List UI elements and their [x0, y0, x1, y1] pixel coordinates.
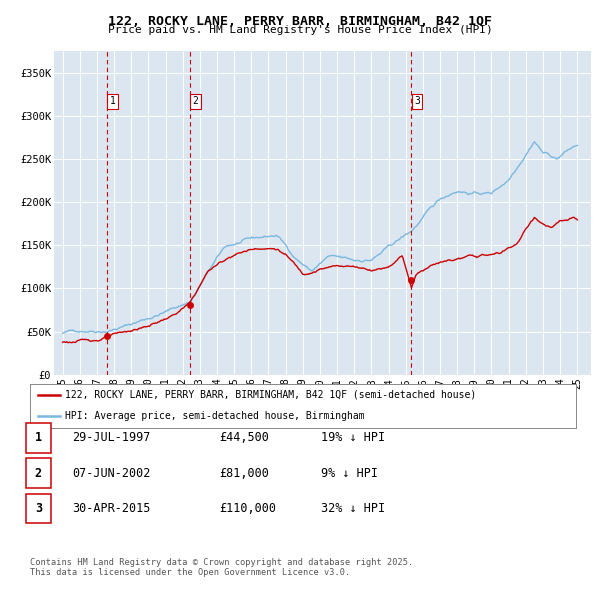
Text: 2: 2: [193, 96, 199, 106]
Text: Price paid vs. HM Land Registry's House Price Index (HPI): Price paid vs. HM Land Registry's House …: [107, 25, 493, 35]
Text: £110,000: £110,000: [219, 502, 276, 515]
Text: £44,500: £44,500: [219, 431, 269, 444]
Text: 07-JUN-2002: 07-JUN-2002: [72, 467, 151, 480]
Text: 122, ROCKY LANE, PERRY BARR, BIRMINGHAM, B42 1QF (semi-detached house): 122, ROCKY LANE, PERRY BARR, BIRMINGHAM,…: [65, 389, 477, 399]
Text: 1: 1: [35, 431, 42, 444]
Text: 9% ↓ HPI: 9% ↓ HPI: [321, 467, 378, 480]
Text: 3: 3: [414, 96, 420, 106]
Text: 29-JUL-1997: 29-JUL-1997: [72, 431, 151, 444]
Text: £81,000: £81,000: [219, 467, 269, 480]
Text: 122, ROCKY LANE, PERRY BARR, BIRMINGHAM, B42 1QF: 122, ROCKY LANE, PERRY BARR, BIRMINGHAM,…: [108, 15, 492, 28]
Text: 32% ↓ HPI: 32% ↓ HPI: [321, 502, 385, 515]
Text: Contains HM Land Registry data © Crown copyright and database right 2025.
This d: Contains HM Land Registry data © Crown c…: [30, 558, 413, 577]
Text: HPI: Average price, semi-detached house, Birmingham: HPI: Average price, semi-detached house,…: [65, 411, 365, 421]
Text: 1: 1: [109, 96, 115, 106]
Text: 3: 3: [35, 502, 42, 515]
Text: 30-APR-2015: 30-APR-2015: [72, 502, 151, 515]
Text: 2: 2: [35, 467, 42, 480]
Text: 19% ↓ HPI: 19% ↓ HPI: [321, 431, 385, 444]
